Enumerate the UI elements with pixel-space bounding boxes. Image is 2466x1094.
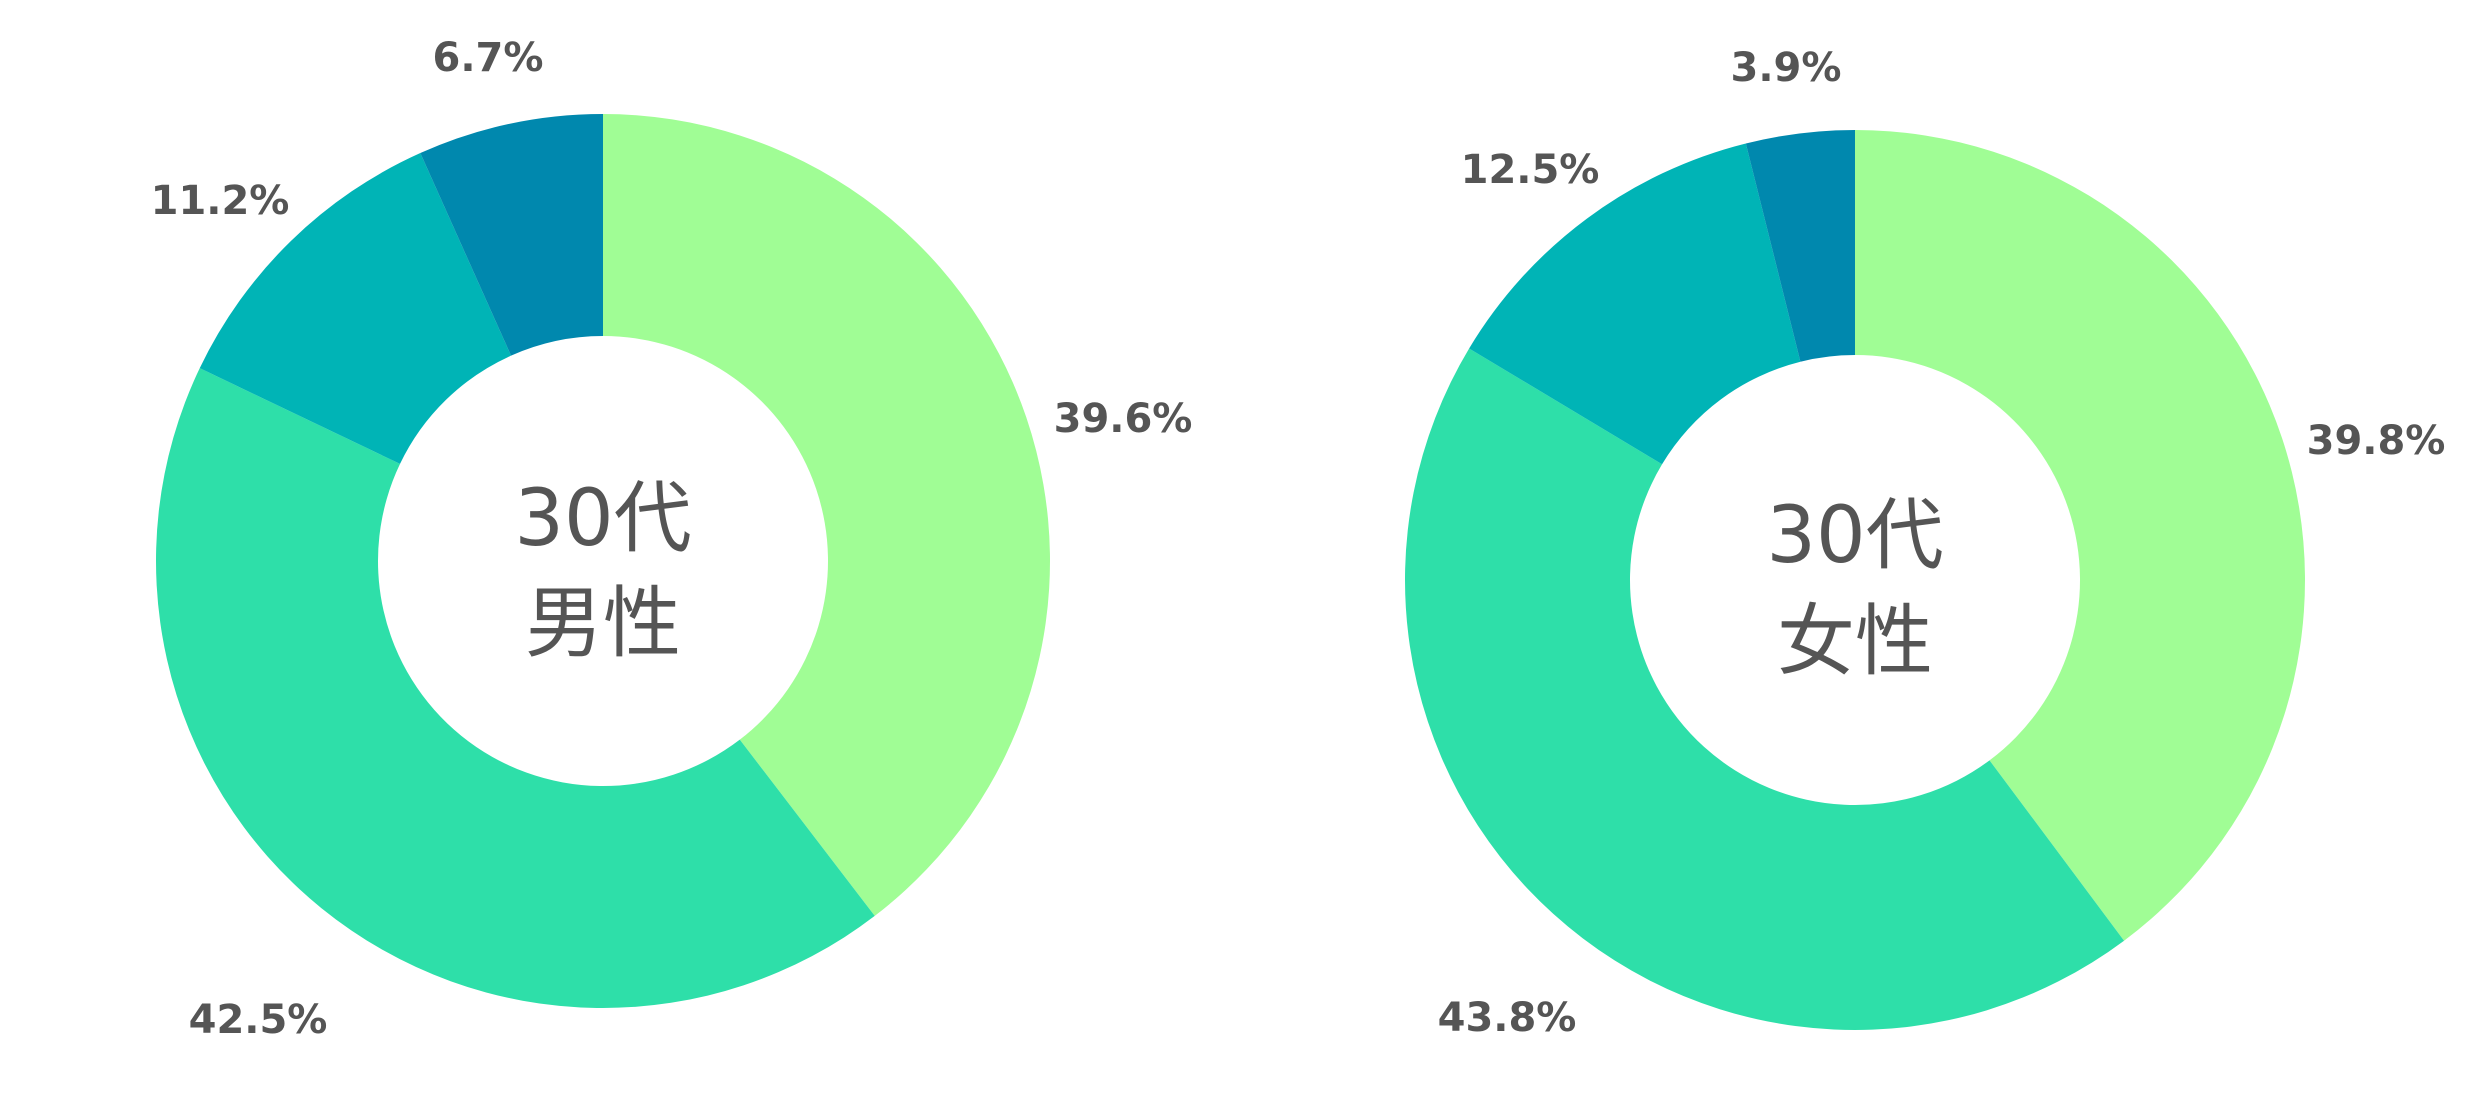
slice-label-c: 11.2% <box>151 178 290 224</box>
slice-label-c: 12.5% <box>1461 147 1600 193</box>
donut-slice-a <box>603 114 1050 916</box>
donut-chart-male: 39.6% 42.5% 11.2% 6.7% 30代 男性 <box>151 35 1193 1043</box>
center-label-line-2: 女性 <box>1777 597 1933 687</box>
slice-label-b: 42.5% <box>189 997 328 1043</box>
donut-chart-female: 39.8% 43.8% 12.5% 3.9% 30代 女性 <box>1405 45 2445 1041</box>
donut-slice-c <box>1469 143 1801 465</box>
slice-label-d: 3.9% <box>1731 45 1842 91</box>
slice-label-a: 39.8% <box>2307 418 2446 464</box>
donut-slice-b <box>1405 348 2125 1030</box>
center-label-line-1: 30代 <box>1766 491 1943 581</box>
donut-slice-b <box>156 368 875 1008</box>
slice-label-d: 6.7% <box>433 35 544 81</box>
center-label-line-1: 30代 <box>514 474 691 564</box>
donut-slice-d <box>1745 130 1855 362</box>
slice-label-a: 39.6% <box>1054 396 1193 442</box>
donut-slice-c <box>199 153 512 464</box>
center-label-line-2: 男性 <box>525 579 681 669</box>
slice-label-b: 43.8% <box>1438 995 1577 1041</box>
donut-slice-d <box>420 114 603 356</box>
donut-slice-a <box>1855 130 2306 941</box>
